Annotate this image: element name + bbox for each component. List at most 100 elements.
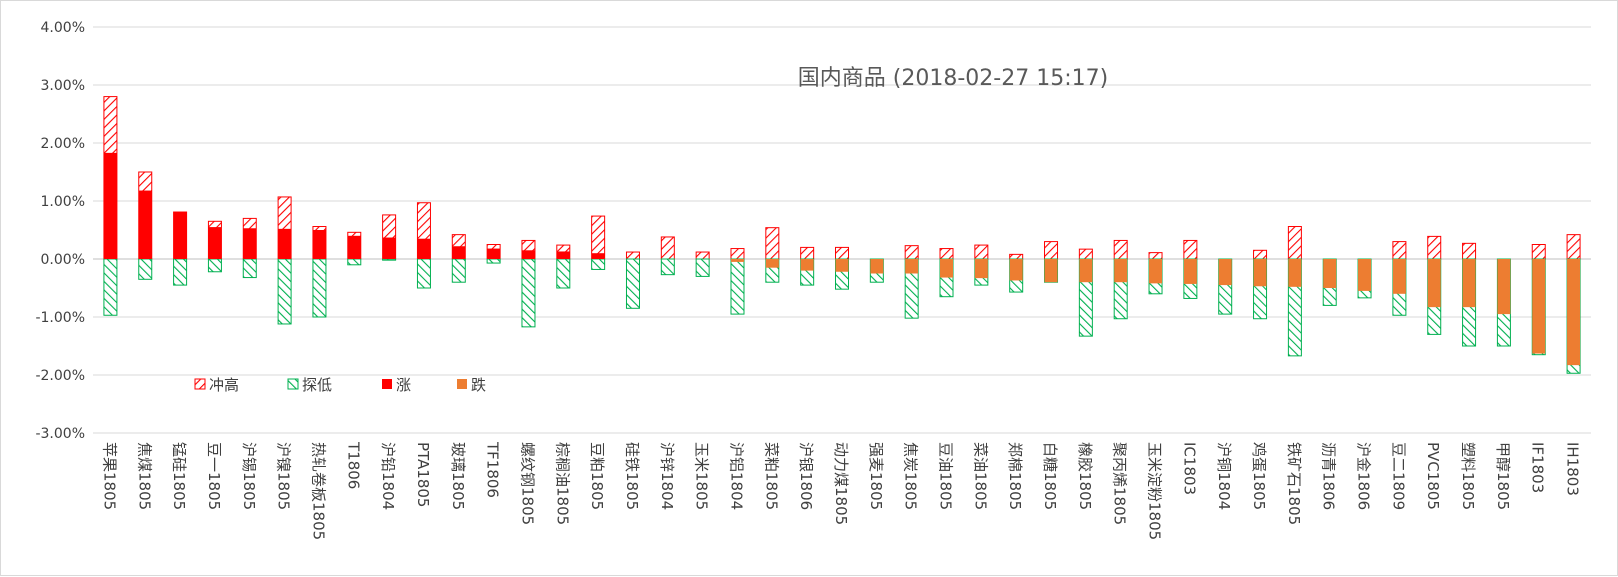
x-category-label: 沪锡1805	[240, 442, 258, 510]
bar-high	[800, 246, 815, 260]
bar-rise	[347, 235, 361, 259]
bar-high	[1462, 242, 1477, 260]
x-category-label: 沪锌1804	[658, 442, 676, 510]
bar-fall	[1044, 259, 1058, 283]
bar-fall	[1009, 259, 1023, 281]
x-axis-categories: 苹果1805 焦煤1805 锰硅1805 豆一1805 沪锡1805 沪镍1805 热轧卷板…	[100, 441, 1581, 540]
bar-low	[625, 258, 640, 309]
bar-high	[1531, 244, 1546, 260]
x-category-label: 沪镍1805	[275, 442, 293, 510]
bar-low	[242, 258, 257, 279]
legend: 冲高 探低 涨 跌	[194, 376, 486, 394]
legend-label: 冲高	[209, 376, 239, 394]
bar-fall	[1358, 259, 1372, 291]
bar-fall	[1288, 259, 1302, 287]
x-category-label: 强麦1805	[867, 442, 885, 510]
y-tick-label: 1.00%	[41, 194, 85, 210]
x-category-label: 螺纹钢1805	[518, 442, 536, 525]
bar-high	[1113, 239, 1128, 260]
x-category-label: 玉米淀粉1805	[1146, 442, 1164, 540]
bar-low	[138, 258, 153, 280]
bar-low	[347, 258, 362, 266]
x-category-label: T1806	[344, 441, 362, 489]
bar-high	[974, 244, 989, 260]
bar-fall	[1497, 259, 1511, 315]
bar-rise	[208, 227, 222, 259]
legend-swatch	[287, 378, 299, 390]
bar-fall	[1427, 259, 1441, 308]
x-category-label: 白糖1805	[1041, 442, 1059, 510]
x-category-label: 塑料1805	[1459, 442, 1477, 510]
x-category-label: 动力煤1805	[832, 442, 850, 525]
x-category-label: 沪铜1804	[1215, 442, 1233, 510]
x-category-label: 沪铝1804	[727, 442, 745, 510]
bar-low	[521, 258, 536, 328]
bar-low	[660, 258, 675, 276]
x-category-label: IC1803	[1180, 442, 1198, 495]
bar-high	[1392, 241, 1407, 260]
legend-label: 涨	[396, 376, 411, 394]
x-category-label: 聚丙烯1805	[1111, 442, 1129, 525]
bar-low	[416, 258, 431, 289]
x-category-label: 菜粕1805	[762, 442, 780, 510]
bar-rise	[591, 253, 605, 259]
bar-low	[207, 258, 222, 273]
x-category-label: 苹果1805	[100, 442, 118, 510]
legend-swatch	[457, 379, 467, 389]
x-category-label: 焦炭1805	[902, 442, 920, 510]
legend-label: 跌	[471, 376, 486, 394]
bar-high	[1427, 235, 1442, 260]
bar-low	[591, 258, 606, 270]
bar-fall	[940, 259, 954, 278]
x-category-label: 豆粕1805	[588, 442, 606, 510]
x-category-label: TF1806	[484, 441, 502, 498]
x-category-label: PVC1805	[1424, 442, 1442, 510]
bar-fall	[1253, 259, 1267, 287]
bar-high	[1183, 239, 1198, 260]
bar-low	[173, 258, 188, 286]
bar-rise	[243, 228, 257, 259]
bar-rise	[452, 246, 466, 259]
x-category-label: 玉米1805	[693, 442, 711, 510]
bar-rise	[312, 230, 326, 259]
bar-low	[382, 258, 397, 261]
bar-fall	[905, 259, 919, 274]
bar-high	[1078, 248, 1093, 260]
bar-high	[1044, 241, 1059, 260]
x-category-label: IH1803	[1564, 442, 1582, 496]
x-category-label: 鸡蛋1805	[1250, 442, 1268, 510]
bar-rise	[487, 248, 501, 259]
bar-low	[103, 258, 118, 316]
y-tick-label: 4.00%	[41, 20, 85, 36]
x-category-label: 沪金1806	[1355, 442, 1373, 510]
bar-high	[1009, 253, 1024, 260]
x-category-label: 铁矿石1805	[1285, 442, 1303, 525]
bar-rise	[103, 152, 117, 259]
x-category-label: 豆二1809	[1389, 442, 1407, 510]
y-tick-label: 2.00%	[41, 136, 85, 152]
chart-title: 国内商品 (2018-02-27 15:17)	[798, 66, 1108, 91]
bar-fall	[1462, 259, 1476, 308]
bar-rise	[556, 251, 570, 259]
x-category-label: 菜油1805	[971, 442, 989, 510]
bar-high	[1566, 234, 1581, 260]
x-category-label: 沪银1806	[797, 442, 815, 510]
x-category-label: 棕榈油1805	[553, 442, 571, 525]
legend-swatch	[382, 379, 392, 389]
bar-rise	[417, 238, 431, 259]
bar-low	[277, 258, 292, 325]
bar-high	[1148, 252, 1163, 260]
bar-rise	[278, 228, 292, 259]
y-axis-ticks: 4.00% 3.00% 2.00% 1.00% 0.00% -1.00% -2.00% -3.…	[35, 20, 85, 442]
bar-fall	[730, 259, 744, 262]
bar-high	[765, 227, 780, 260]
bar-fall	[835, 259, 849, 272]
bar-high	[1287, 226, 1302, 260]
bar-fall	[1532, 259, 1546, 354]
bar-high	[1253, 249, 1268, 260]
x-category-label: 沪铅1804	[379, 442, 397, 510]
bar-rise	[521, 250, 535, 259]
x-category-label: 甲醇1805	[1494, 442, 1512, 510]
